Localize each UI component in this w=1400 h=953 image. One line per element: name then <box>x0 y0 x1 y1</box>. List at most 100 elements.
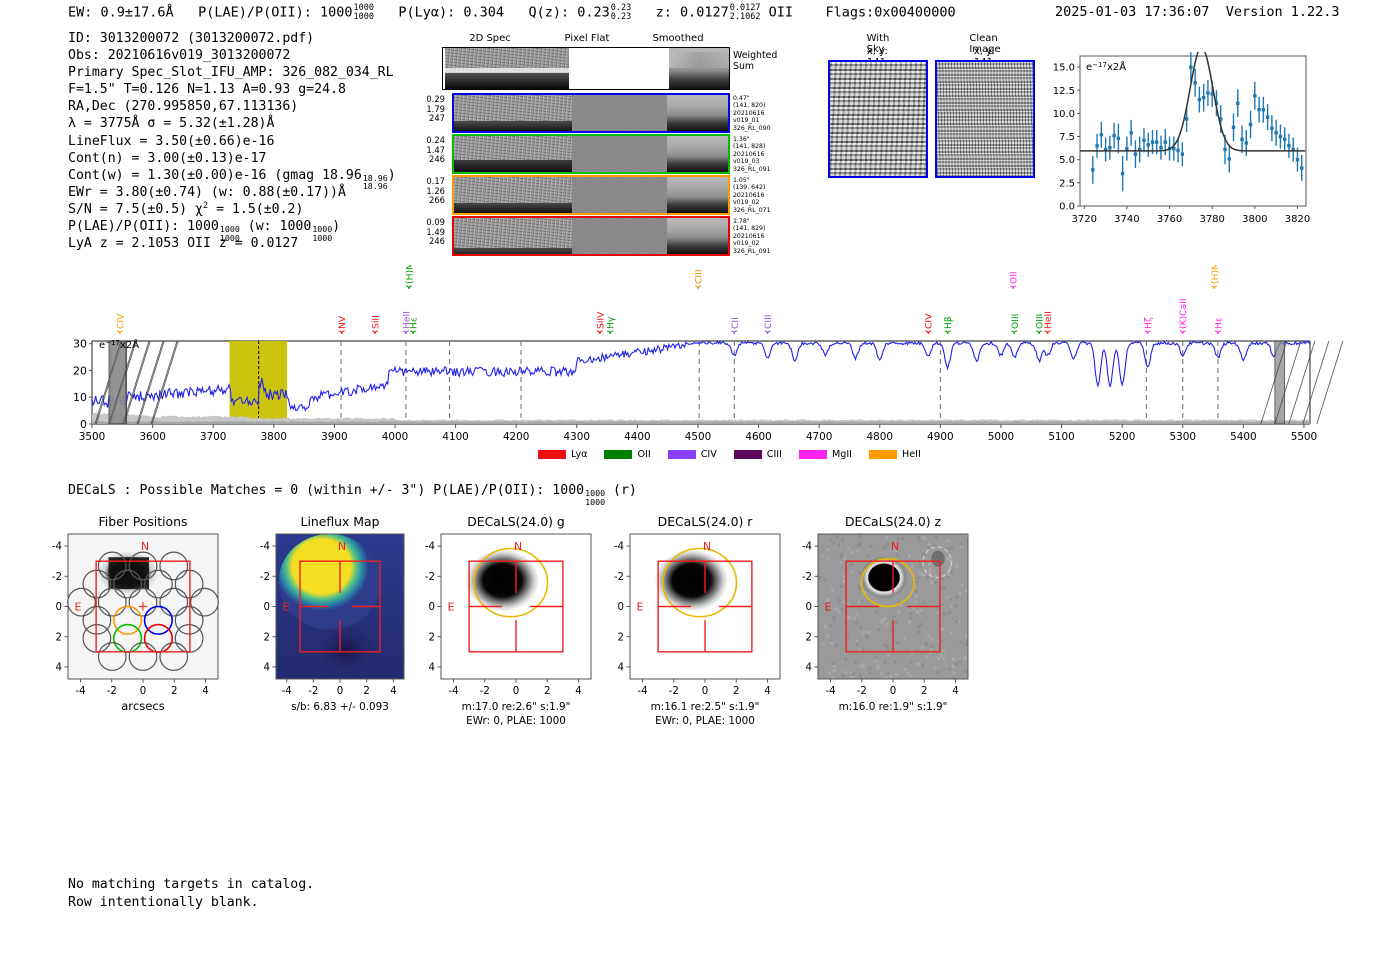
svg-text:10: 10 <box>73 391 87 404</box>
y-tick-label: 0 <box>806 602 812 613</box>
x-tick-label: -2 <box>669 686 679 697</box>
svg-text:7.5: 7.5 <box>1059 132 1075 143</box>
decals-heading: DECaLS : Possible Matches = 0 (within +/… <box>68 483 637 506</box>
svg-text:5200: 5200 <box>1109 431 1135 443</box>
x-tick-label: 4 <box>202 686 208 697</box>
info-plae-pre: P(LAE)/P(OII): 1000 <box>68 219 219 234</box>
svg-text:Hβ: Hβ <box>943 316 954 329</box>
svg-text:Hζ: Hζ <box>1143 317 1154 329</box>
north-label: N <box>141 540 149 553</box>
svg-text:0.0: 0.0 <box>1059 202 1075 213</box>
y-tick-label: 2 <box>806 632 812 643</box>
x-tick-label: 0 <box>140 686 146 697</box>
svg-text:15.0: 15.0 <box>1053 63 1075 74</box>
bottom-line-2: Row intentionally blank. <box>68 894 314 912</box>
emission-marker: CIII <box>763 314 774 334</box>
north-label: N <box>338 540 346 553</box>
decals-heading-text: DECaLS : Possible Matches = 0 (within +/… <box>68 483 584 498</box>
svg-text:0: 0 <box>80 418 87 431</box>
svg-text:4200: 4200 <box>503 431 529 443</box>
fit-plot-svg: e−17x2Å 0.0 2.5 5.0 7.5 10.0 12.5 15.0 3720 374… <box>1040 52 1310 252</box>
x-tick-label: -4 <box>282 686 292 697</box>
svg-text:(K)CaII: (K)CaII <box>1178 298 1189 329</box>
spectrum-legend: Lyα OII CIV CIII MgII HeII <box>538 449 921 460</box>
svg-text:CIII: CIII <box>693 269 704 284</box>
full-spectrum-plot: 0 10 20 30 3500 3600 3700 3800 3900 4000 4100 4200… <box>0 265 1400 465</box>
north-label: N <box>891 540 899 553</box>
x-tick-label: 0 <box>513 686 519 697</box>
header-z-kind: OII <box>769 5 793 21</box>
header-plae-sub: 1000 <box>354 13 374 22</box>
spec2d-row-0-labels: 0.47" (141, 820) 20210616 v019_01 326_RL… <box>733 95 793 132</box>
svg-text:OIII: OIII <box>1010 314 1021 329</box>
emission-marker: CIII <box>693 269 704 289</box>
legend-item-ciii: CIII <box>734 449 782 460</box>
spec2d-row-2-labels: 1.05" (139, 642) 20210616 v019_02 326_RL… <box>733 177 793 214</box>
spec2d-row-3-labels: 1.78" (141, 829) 20210616 v019_02 326_RL… <box>733 218 793 255</box>
emission-marker: Hζ <box>1143 317 1154 334</box>
info-cont-n: Cont(n) = 3.00(±0.13)e-17 <box>68 150 396 167</box>
info-sn-chi: S/N = 7.5(±0.5) χ2 = 1.5(±0.2) <box>68 201 396 218</box>
panel-caption: m:16.0 re:1.9" s:1.9" <box>839 701 948 713</box>
emission-marker: (H)MgII <box>1210 265 1221 289</box>
legend-swatch-mgii <box>799 450 827 459</box>
emission-line-fit-plot: e−17x2Å 0.0 2.5 5.0 7.5 10.0 12.5 15.0 3720 374… <box>1040 52 1305 224</box>
y-tick-label: -4 <box>260 542 270 553</box>
emission-marker: SiII <box>370 315 381 334</box>
emission-marker: NV <box>337 315 348 334</box>
spec2d-row-2-values: 0.17 1.26 266 <box>415 177 445 206</box>
svg-text:3720: 3720 <box>1072 214 1097 225</box>
header-z: z: 0.0127 <box>656 5 729 21</box>
panel-title: Fiber Positions <box>99 514 188 529</box>
y-tick-label: 4 <box>429 663 435 674</box>
svg-text:4000: 4000 <box>382 431 408 443</box>
info-cont-w-post: ) <box>388 168 396 183</box>
x-tick-label: -4 <box>637 686 647 697</box>
emission-marker: Hγ <box>606 316 617 334</box>
legend-swatch-oii <box>604 450 632 459</box>
y-tick-label: 2 <box>429 632 435 643</box>
header-flags: Flags:0x00400000 <box>826 5 956 21</box>
x-tick-label: 4 <box>764 686 770 697</box>
north-label: N <box>703 540 711 553</box>
emission-marker: (K)CaII <box>1178 298 1189 334</box>
panel-caption-2: EWr: 0, PLAE: 1000 <box>655 715 755 727</box>
panel-title: Lineflux Map <box>301 514 380 529</box>
axis-label: arcsecs <box>121 699 165 713</box>
svg-text:SiII: SiII <box>370 315 381 329</box>
svg-text:(H)MgII: (H)MgII <box>404 265 415 284</box>
spec2d-title-2: Smoothed <box>652 33 703 44</box>
svg-text:4100: 4100 <box>442 431 468 443</box>
legend-label-heii: HeII <box>902 449 921 460</box>
x-tick-label: 2 <box>363 686 369 697</box>
legend-item-heii: HeII <box>869 449 921 460</box>
x-tick-label: 4 <box>575 686 581 697</box>
svg-text:5300: 5300 <box>1170 431 1196 443</box>
info-chi-exp: 2 <box>203 201 208 211</box>
panel-caption: s/b: 6.83 +/- 0.093 <box>291 701 389 713</box>
svg-text:5400: 5400 <box>1230 431 1256 443</box>
emission-marker: CIV <box>924 313 935 334</box>
emission-marker: Hε <box>1213 317 1224 334</box>
legend-label-oii: OII <box>637 449 650 460</box>
info-chi: χ <box>195 202 203 217</box>
bottom-note: No matching targets in catalog. Row inte… <box>68 876 314 911</box>
x-tick-label: 4 <box>390 686 396 697</box>
svg-text:12.5: 12.5 <box>1053 86 1075 97</box>
info-params: F=1.5" T=0.126 N=1.13 A=0.93 g=24.8 <box>68 81 396 98</box>
emission-marker: OIII <box>1010 314 1021 334</box>
svg-text:5500: 5500 <box>1291 431 1317 443</box>
info-plae-mid: (w: 1000 <box>240 219 311 234</box>
svg-text:OII: OII <box>1009 271 1020 284</box>
y-tick-label: 4 <box>56 663 62 674</box>
header-plya: P(Lyα): 0.304 <box>398 5 504 21</box>
spectrum-svg: 0102030 3500 3600 3700 3800 3900 4000 4100 4200… <box>0 265 1400 465</box>
svg-text:3800: 3800 <box>1242 214 1267 225</box>
info-radec: RA,Dec (270.995850,67.113136) <box>68 98 396 115</box>
spec2d-row-0 <box>452 93 730 133</box>
legend-label-lya: Lyα <box>571 449 587 460</box>
info-cont-w-text: Cont(w) = 1.30(±0.00)e-16 (gmag 18.96 <box>68 168 362 183</box>
legend-label-mgii: MgII <box>832 449 852 460</box>
spec2d-row-3-values: 0.09 1.49 246 <box>415 218 445 247</box>
svg-text:CII: CII <box>730 317 741 329</box>
